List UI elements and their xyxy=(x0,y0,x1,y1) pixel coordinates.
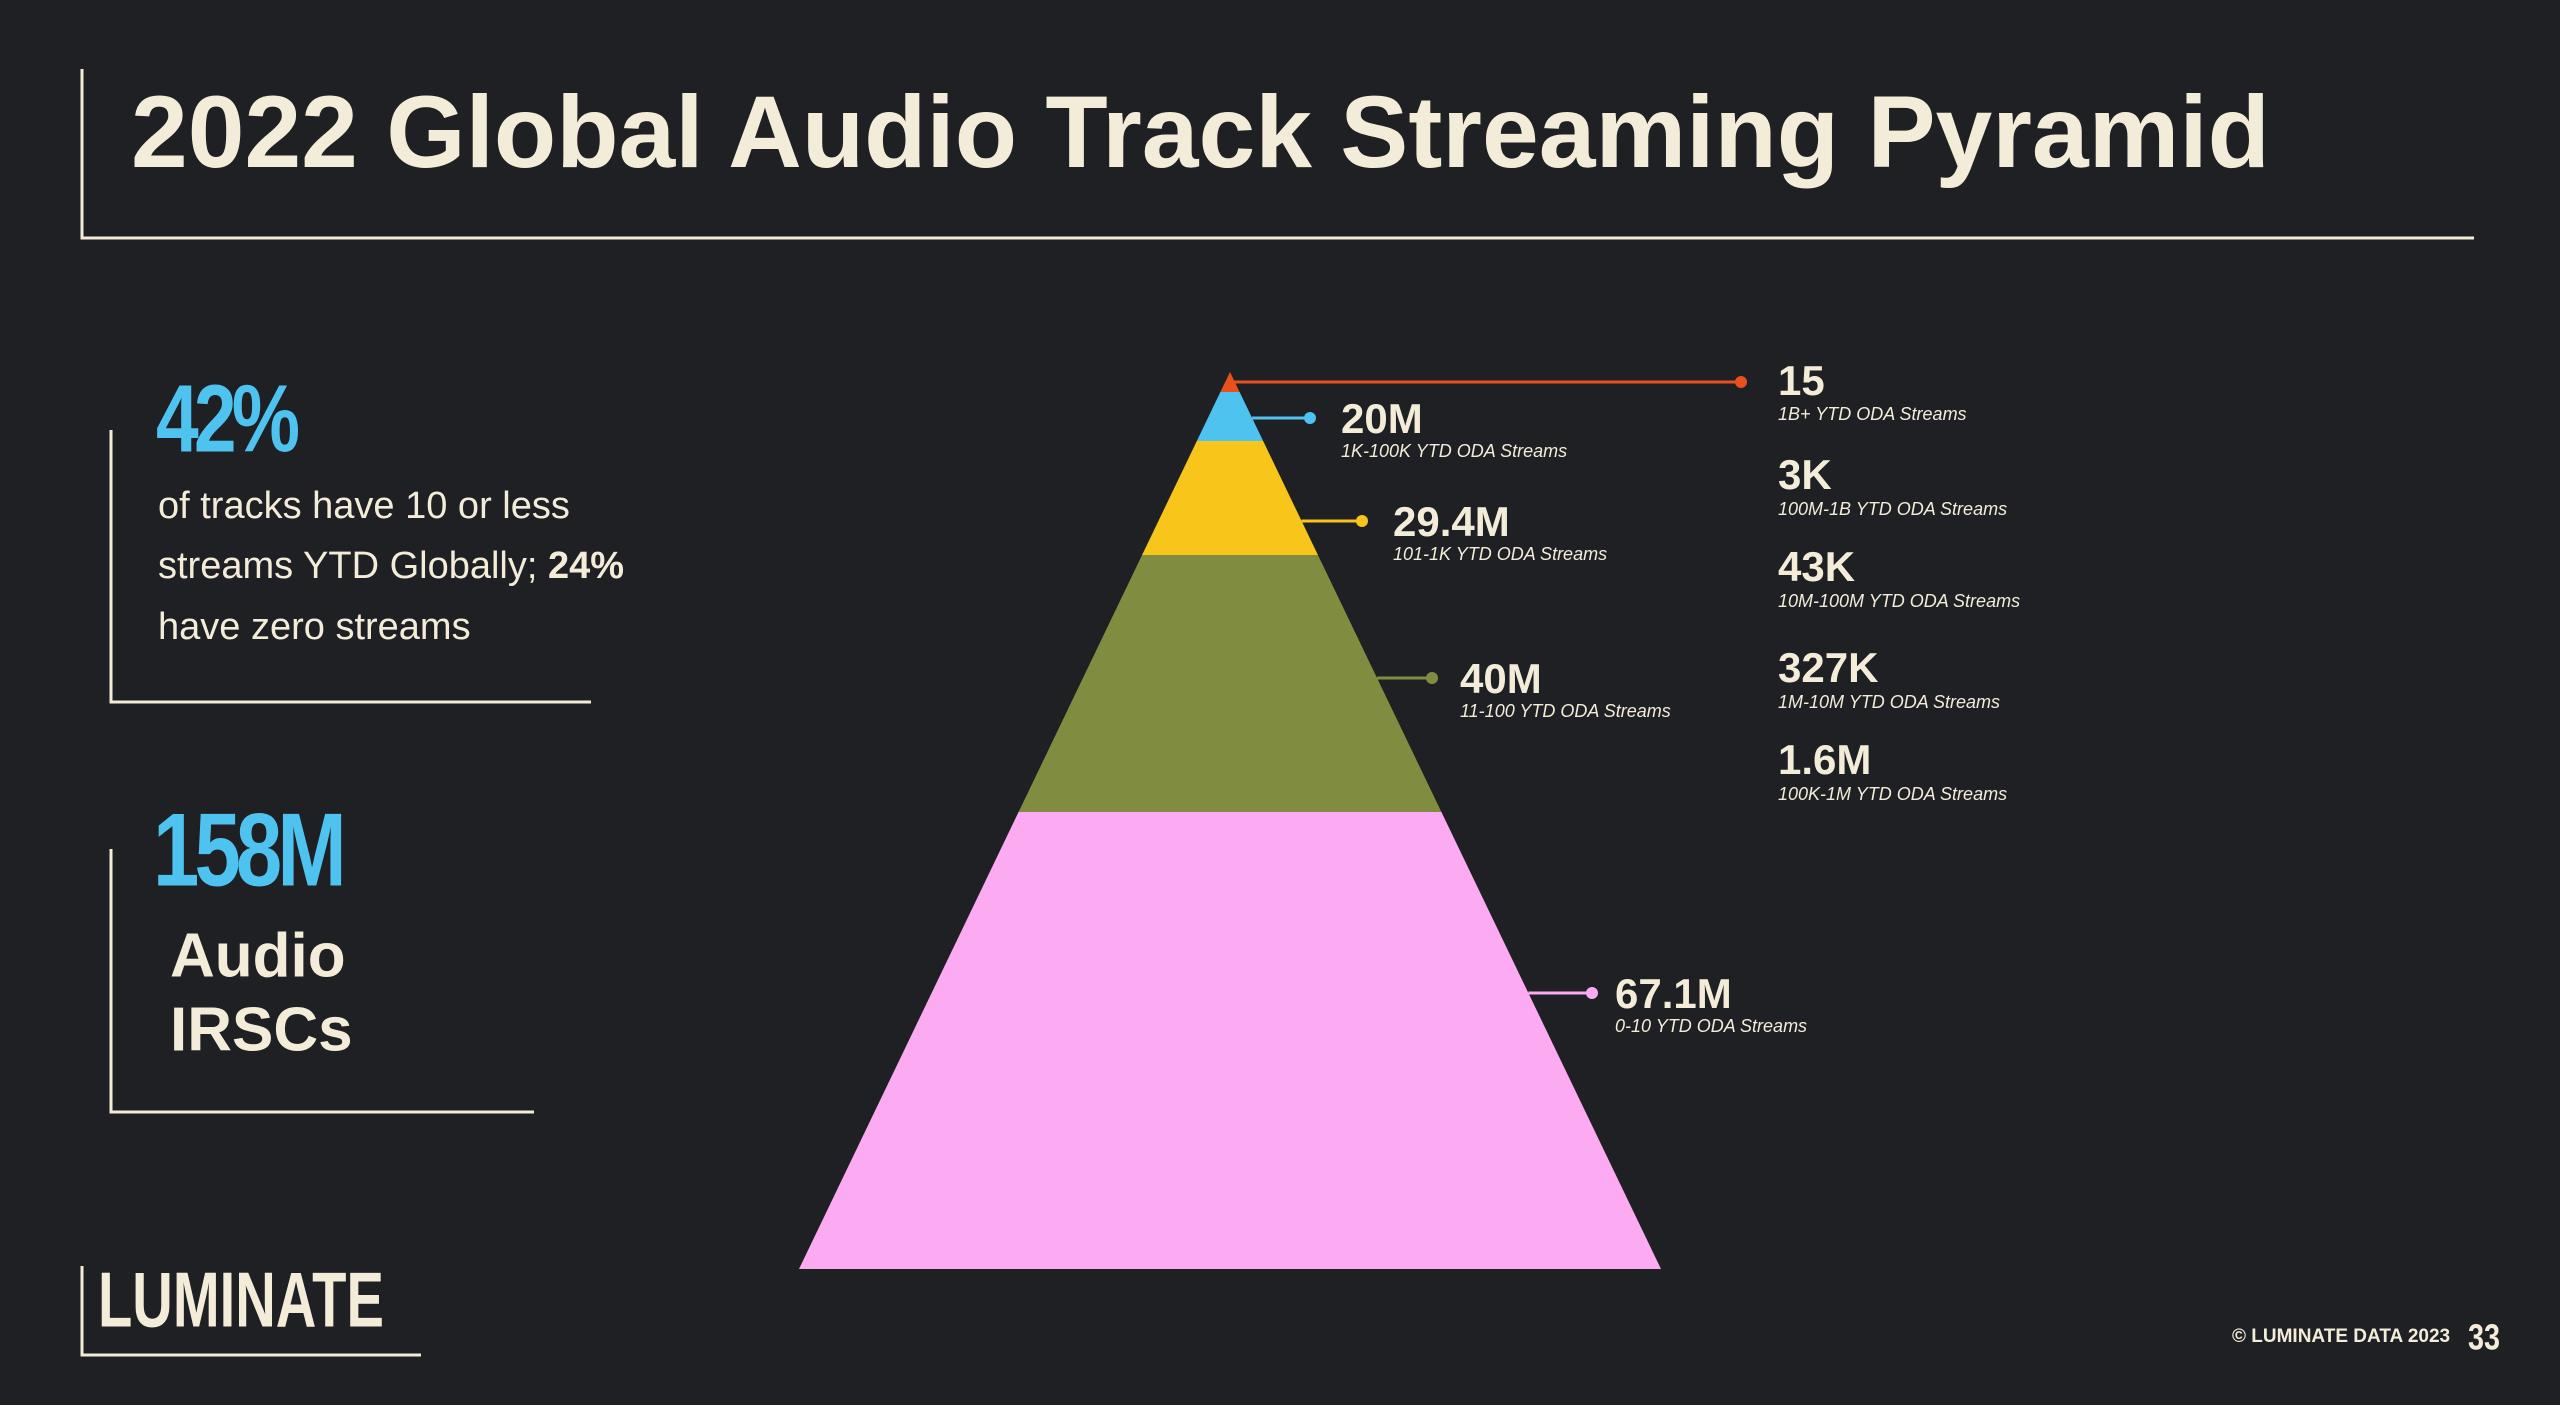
stat-frame xyxy=(109,430,591,704)
layer-value: 67.1M xyxy=(1615,970,1732,1017)
pyramid-layer xyxy=(799,812,1661,1269)
stat-label: Audio xyxy=(170,921,346,990)
layer-value: 40M xyxy=(1460,655,1542,702)
stat-value: 42% xyxy=(156,365,298,472)
side-value: 3K xyxy=(1778,451,1832,498)
layer-label: 1B+ YTD ODA Streams xyxy=(1778,404,1967,424)
leader-dot xyxy=(1356,515,1368,527)
side-label: 100M-1B YTD ODA Streams xyxy=(1778,499,2007,519)
title: 2022 Global Audio Track Streaming Pyrami… xyxy=(131,75,2270,189)
pyramid-layer xyxy=(1142,441,1318,555)
side-value: 1.6M xyxy=(1778,736,1871,783)
stat-label: IRSCs xyxy=(170,995,353,1064)
side-value: 327K xyxy=(1778,644,1878,691)
side-value: 43K xyxy=(1778,543,1855,590)
stat-text: streams YTD Globally; 24% xyxy=(158,545,624,587)
side-label: 100K-1M YTD ODA Streams xyxy=(1778,784,2007,804)
layer-label: 101-1K YTD ODA Streams xyxy=(1393,544,1607,564)
page-number: 33 xyxy=(2468,1316,2500,1357)
layer-value: 20M xyxy=(1341,395,1423,442)
stat-frame xyxy=(109,849,534,1114)
side-label: 10M-100M YTD ODA Streams xyxy=(1778,591,2020,611)
leader-dot xyxy=(1304,412,1316,424)
layer-label: 11-100 YTD ODA Streams xyxy=(1460,701,1671,721)
pyramid-layer xyxy=(1018,555,1442,812)
stat-text: have zero streams xyxy=(158,606,471,648)
leader-dot xyxy=(1586,987,1598,999)
stat-highlight: 24% xyxy=(548,545,624,587)
stat-text: streams YTD Globally; xyxy=(158,545,537,587)
layer-value: 29.4M xyxy=(1393,498,1510,545)
pyramid-layer xyxy=(1196,392,1264,441)
leader-dot xyxy=(1426,672,1438,684)
layer-value: 15 xyxy=(1778,357,1825,404)
stat-text: of tracks have 10 or less xyxy=(158,485,570,527)
logo: LUMINATE xyxy=(98,1257,384,1344)
layer-label: 0-10 YTD ODA Streams xyxy=(1615,1016,1807,1036)
stat-value: 158M xyxy=(153,792,342,908)
layer-label: 1K-100K YTD ODA Streams xyxy=(1341,441,1567,461)
title-frame xyxy=(80,69,2474,240)
side-label: 1M-10M YTD ODA Streams xyxy=(1778,692,2000,712)
leader-dot xyxy=(1735,376,1747,388)
copyright: © LUMINATE DATA 2023 xyxy=(2232,1326,2450,1347)
logo-frame xyxy=(80,1266,421,1357)
